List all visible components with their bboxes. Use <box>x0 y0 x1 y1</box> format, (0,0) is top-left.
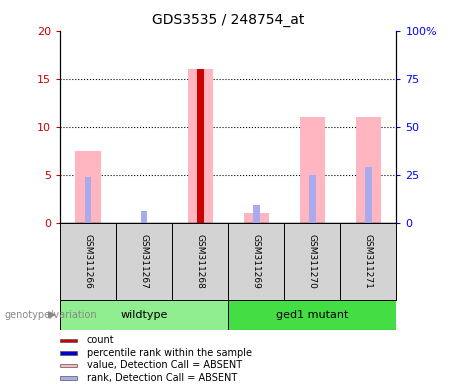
Text: rank, Detection Call = ABSENT: rank, Detection Call = ABSENT <box>87 373 237 383</box>
Text: count: count <box>87 335 114 345</box>
FancyBboxPatch shape <box>228 223 284 300</box>
FancyBboxPatch shape <box>116 223 172 300</box>
Bar <box>60 364 77 367</box>
Bar <box>197 69 203 223</box>
Bar <box>60 351 77 354</box>
Text: ged1 mutant: ged1 mutant <box>276 310 349 320</box>
Bar <box>85 177 91 223</box>
Bar <box>75 151 100 223</box>
Text: GSM311266: GSM311266 <box>83 234 93 288</box>
Text: GSM311271: GSM311271 <box>364 234 373 288</box>
Bar <box>197 189 203 223</box>
Text: genotype/variation: genotype/variation <box>5 310 97 320</box>
FancyBboxPatch shape <box>60 223 116 300</box>
Text: percentile rank within the sample: percentile rank within the sample <box>87 348 252 358</box>
Bar <box>60 376 77 379</box>
Bar <box>243 213 269 223</box>
Text: GSM311267: GSM311267 <box>140 234 148 288</box>
Text: GSM311268: GSM311268 <box>195 234 205 288</box>
Bar <box>253 205 260 223</box>
FancyBboxPatch shape <box>284 223 340 300</box>
FancyBboxPatch shape <box>340 223 396 300</box>
Text: GSM311269: GSM311269 <box>252 234 261 288</box>
Text: wildtype: wildtype <box>120 310 168 320</box>
FancyBboxPatch shape <box>228 300 396 330</box>
FancyBboxPatch shape <box>172 223 228 300</box>
Bar <box>300 117 325 223</box>
Bar <box>60 339 77 342</box>
FancyBboxPatch shape <box>60 300 228 330</box>
Bar <box>356 117 381 223</box>
Title: GDS3535 / 248754_at: GDS3535 / 248754_at <box>152 13 304 27</box>
Bar <box>188 69 213 223</box>
Text: value, Detection Call = ABSENT: value, Detection Call = ABSENT <box>87 360 242 370</box>
Text: GSM311270: GSM311270 <box>308 234 317 288</box>
Bar <box>141 211 148 223</box>
Bar <box>365 167 372 223</box>
Bar <box>309 175 316 223</box>
